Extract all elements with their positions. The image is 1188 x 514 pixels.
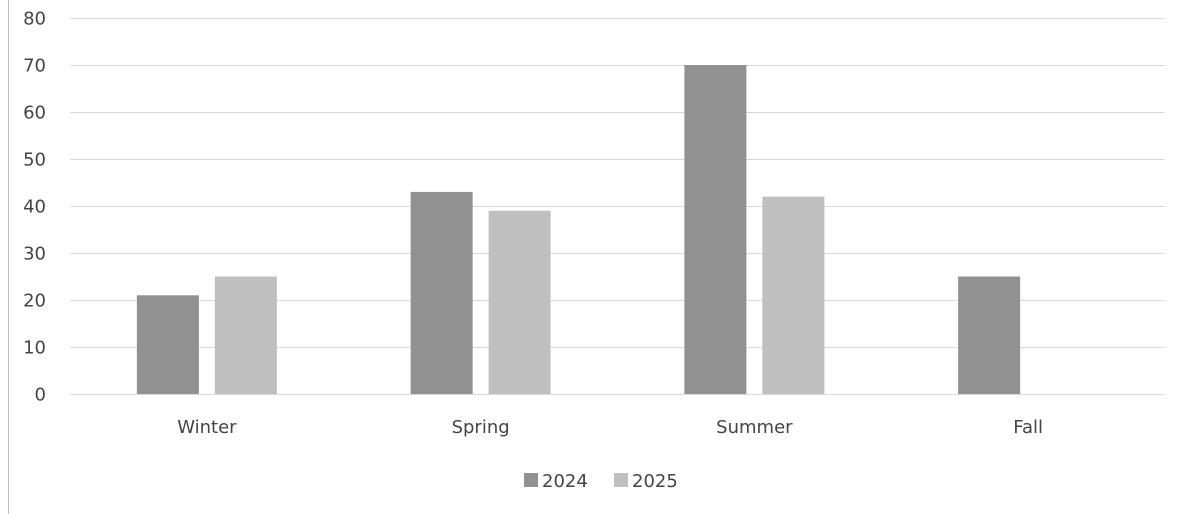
legend: 2024 2025	[524, 471, 678, 492]
legend-swatch-2025	[614, 473, 628, 487]
bar-2024-summer	[684, 65, 747, 394]
y-tick-label: 40	[23, 197, 46, 218]
y-tick-label: 0	[35, 385, 46, 406]
y-axis-tick-labels: 0 10 20 30 40 50 60 70 80	[23, 9, 46, 406]
legend-swatch-2024	[524, 473, 538, 487]
legend-label-2025: 2025	[632, 471, 678, 492]
x-tick-label-spring: Spring	[452, 417, 510, 438]
bar-2024-fall	[958, 276, 1021, 394]
y-tick-label: 30	[23, 244, 46, 265]
bar-2025-summer	[762, 196, 825, 394]
y-tick-label: 20	[23, 291, 46, 312]
y-tick-label: 10	[23, 338, 46, 359]
x-axis: Winter Spring Summer Fall	[70, 394, 1165, 438]
x-tick-label-winter: Winter	[177, 417, 237, 438]
bar-2024-spring	[410, 191, 473, 394]
y-tick-label: 70	[23, 56, 46, 77]
y-tick-label: 60	[23, 103, 46, 124]
x-tick-label-fall: Fall	[1013, 417, 1043, 438]
bar-2024-winter	[136, 295, 199, 394]
bar-2025-spring	[488, 210, 551, 394]
legend-label-2024: 2024	[542, 471, 588, 492]
x-tick-label-summer: Summer	[716, 417, 793, 438]
bar-2025-winter	[214, 276, 277, 394]
bars	[136, 65, 1021, 394]
y-tick-label: 50	[23, 150, 46, 171]
y-tick-label: 80	[23, 9, 46, 30]
